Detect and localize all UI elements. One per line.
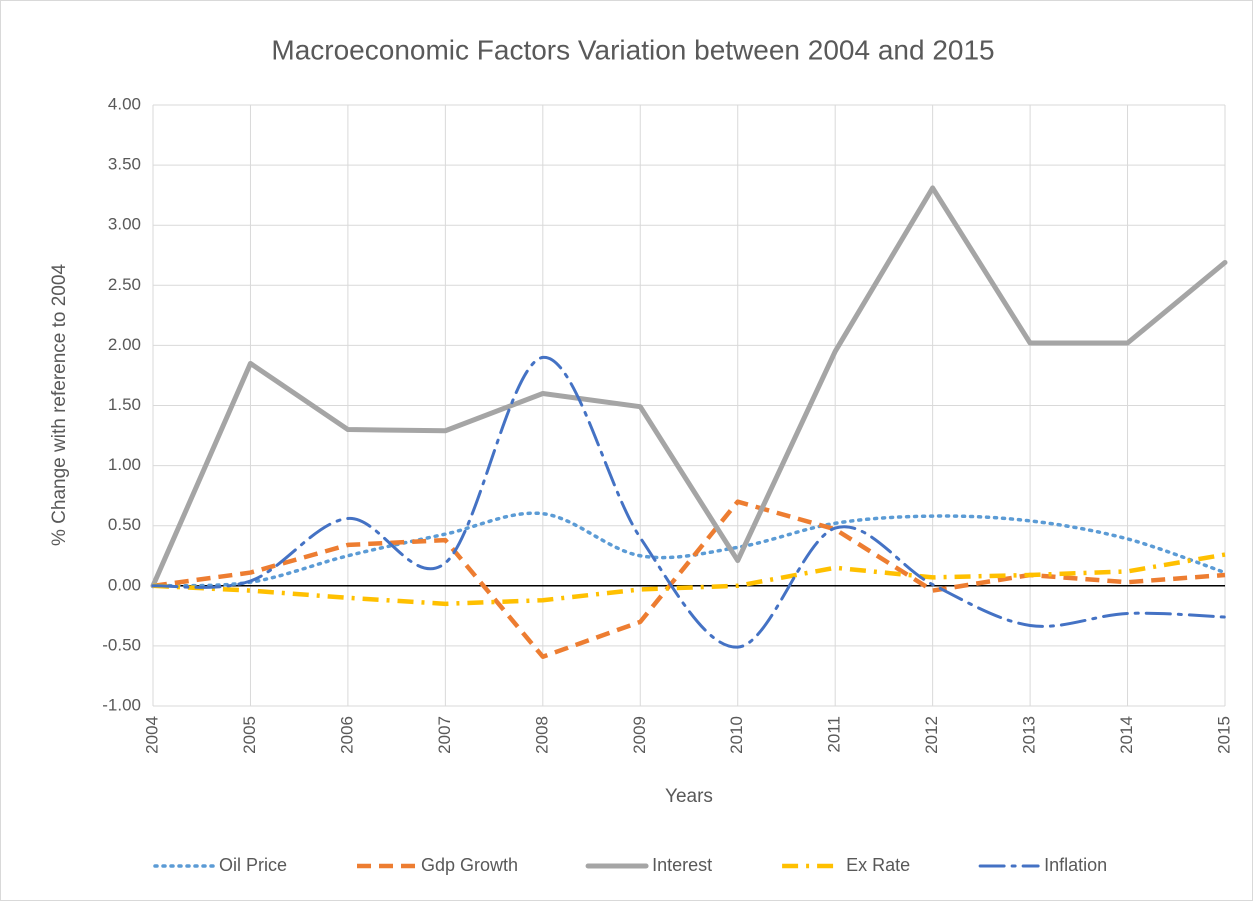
x-tick-label: 2011 xyxy=(825,716,844,753)
y-tick-label: -1.00 xyxy=(102,695,141,714)
y-tick-label: 3.50 xyxy=(108,155,141,174)
x-tick-label: 2012 xyxy=(922,716,941,754)
y-tick-label: 0.50 xyxy=(108,515,141,534)
x-tick-label: 2008 xyxy=(532,716,551,754)
y-tick-label: 2.50 xyxy=(108,275,141,294)
x-tick-label: 2004 xyxy=(142,716,161,754)
series-line xyxy=(151,355,1227,649)
x-tick-label: 2005 xyxy=(240,716,259,754)
y-tick-label: 3.00 xyxy=(108,215,141,234)
legend-label: Oil Price xyxy=(219,855,287,875)
legend-label: Ex Rate xyxy=(846,855,910,875)
chart-title: Macroeconomic Factors Variation between … xyxy=(271,34,994,65)
series-line xyxy=(152,499,1226,659)
x-tick-label: 2014 xyxy=(1117,716,1136,754)
y-tick-label: -0.50 xyxy=(102,635,141,654)
x-tick-label: 2013 xyxy=(1020,716,1039,754)
y-tick-label: 2.00 xyxy=(108,335,141,354)
series-line xyxy=(151,511,1227,588)
x-axis-label: Years xyxy=(665,786,713,807)
legend-label: Gdp Growth xyxy=(421,855,518,875)
series-line xyxy=(152,552,1226,607)
series-line xyxy=(150,185,1228,589)
legend-label: Interest xyxy=(652,855,712,875)
x-tick-label: 2010 xyxy=(727,716,746,754)
y-tick-label: 1.00 xyxy=(108,455,141,474)
y-tick-label: 0.00 xyxy=(108,575,141,594)
y-tick-label: 1.50 xyxy=(108,395,141,414)
x-tick-label: 2006 xyxy=(337,716,356,754)
y-axis-label: % Change with reference to 2004 xyxy=(49,264,70,546)
y-tick-label: 4.00 xyxy=(108,94,141,113)
x-tick-label: 2007 xyxy=(435,716,454,754)
legend-label: Inflation xyxy=(1044,855,1107,875)
x-tick-label: 2015 xyxy=(1214,716,1233,754)
x-tick-label: 2009 xyxy=(630,716,649,754)
